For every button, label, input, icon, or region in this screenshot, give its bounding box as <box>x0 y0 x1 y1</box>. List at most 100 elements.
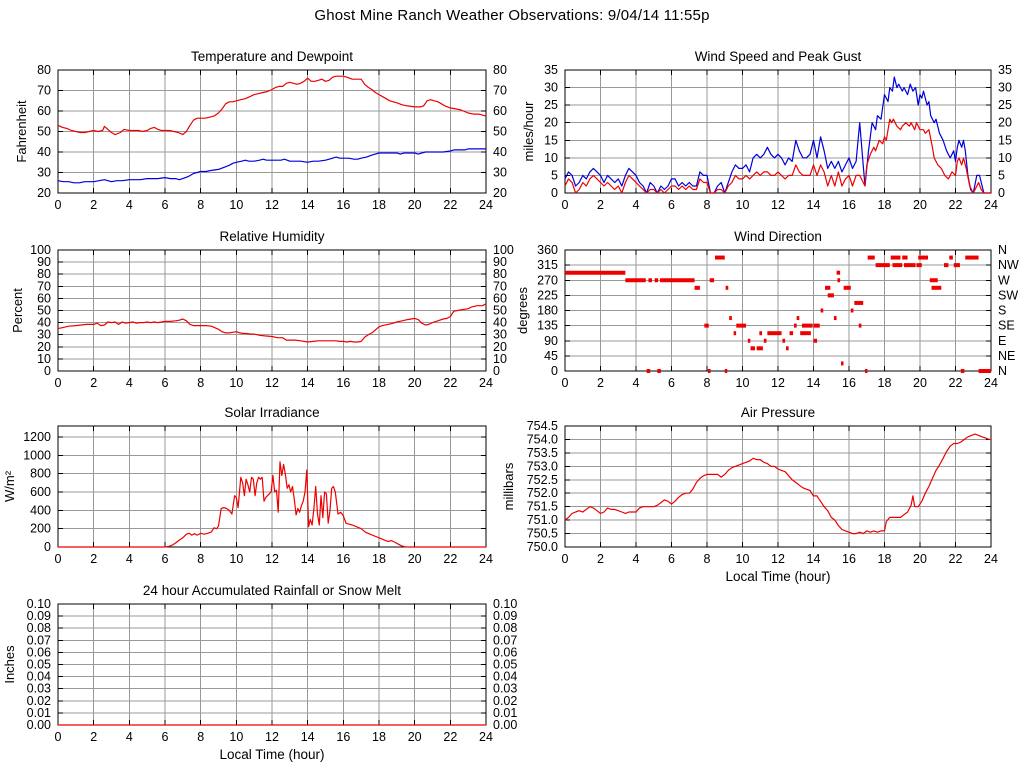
x-tick-label: 2 <box>597 376 604 390</box>
x-tick-label: 14 <box>301 376 315 390</box>
x-tick-label: 10 <box>229 730 243 744</box>
y-tick-label: 0.06 <box>27 645 51 659</box>
x-tick-label: 6 <box>668 552 675 566</box>
y-tick-label-right: 30 <box>493 328 507 342</box>
series-wind-speed <box>564 118 991 194</box>
y-axis-label: W/m² <box>2 470 17 502</box>
y-tick-label: 40 <box>37 145 51 159</box>
x-tick-label: 12 <box>265 376 279 390</box>
y-tick-label-right: 50 <box>493 304 507 318</box>
y-tick-label: 225 <box>537 288 558 302</box>
x-tick-label: 0 <box>562 376 569 390</box>
x-tick-label: 4 <box>633 552 640 566</box>
y-tick-label-right: 80 <box>493 267 507 281</box>
y-tick-label-right: 60 <box>493 104 507 118</box>
y-tick-label-right: 0.01 <box>493 706 517 720</box>
y-tick-label: 90 <box>37 255 51 269</box>
x-tick-label: 22 <box>949 376 963 390</box>
x-tick-label: 12 <box>771 376 785 390</box>
y-tick-label: 750.5 <box>527 527 558 541</box>
x-tick-label: 16 <box>842 198 856 212</box>
y-tick-label: 0.10 <box>27 597 51 611</box>
x-tick-label: 16 <box>336 376 350 390</box>
y-tick-label: 20 <box>37 340 51 354</box>
x-tick-label: 12 <box>265 552 279 566</box>
x-tick-label: 16 <box>842 552 856 566</box>
y-tick-label: 30 <box>544 81 558 95</box>
x-tick-label: 6 <box>162 730 169 744</box>
series-peak-gust <box>564 76 991 194</box>
y-tick-label-right: 50 <box>493 125 507 139</box>
x-tick-label: 4 <box>126 730 133 744</box>
series-solar <box>58 461 486 548</box>
y-tick-label: 90 <box>544 334 558 348</box>
y-tick-label: 45 <box>544 349 558 363</box>
x-tick-label: 16 <box>336 198 350 212</box>
x-tick-label: 16 <box>336 552 350 566</box>
y-tick-label: 400 <box>30 503 51 517</box>
x-tick-label: 22 <box>443 552 457 566</box>
tick-marks <box>57 69 487 194</box>
chart-air-pressure: Air Pressure 750.0750.5751.0751.5752.0752… <box>501 405 998 584</box>
direction-segments <box>565 255 991 373</box>
x-tick-label: 22 <box>443 730 457 744</box>
y-axis-label: miles/hour <box>521 101 536 162</box>
y-tick-label: 800 <box>30 467 51 481</box>
x-tick-label: 22 <box>443 376 457 390</box>
x-tick-label: 12 <box>265 730 279 744</box>
y-tick-label: 270 <box>537 273 558 287</box>
page-title: Ghost Mine Ranch Weather Observations: 9… <box>314 7 710 24</box>
x-tick-label: 24 <box>479 198 493 212</box>
y-tick-label: 35 <box>544 63 558 77</box>
y-tick-label-right: 100 <box>493 243 514 257</box>
y-tick-label: 0.03 <box>27 682 51 696</box>
y-tick-label: 0.04 <box>27 670 51 684</box>
chart-wind-speed-gust: Wind Speed and Peak Gust0510152025303505… <box>521 49 1012 212</box>
y-tick-label: 10 <box>544 151 558 165</box>
series-dewpoint <box>57 148 486 184</box>
tick-marks <box>564 69 992 194</box>
y-tick-label: 25 <box>544 98 558 112</box>
y-tick-label: 754.0 <box>527 432 558 446</box>
y-tick-label-right: N <box>998 243 1007 257</box>
x-tick-label: 12 <box>265 198 279 212</box>
chart-title: 24 hour Accumulated Rainfall or Snow Mel… <box>143 583 401 598</box>
chart-title: Air Pressure <box>741 405 815 420</box>
x-tick-label: 20 <box>408 376 422 390</box>
x-tick-label: 4 <box>126 198 133 212</box>
y-tick-label-right: 0.04 <box>493 670 517 684</box>
y-tick-label-right: 0.05 <box>493 658 517 672</box>
chart-wind-direction: Wind Direction04590135180225270315360NNE… <box>515 229 1019 390</box>
y-tick-label: 20 <box>544 116 558 130</box>
y-tick-label: 754.5 <box>527 419 558 433</box>
x-tick-label: 14 <box>807 552 821 566</box>
y-tick-label: 752.5 <box>527 473 558 487</box>
y-tick-label-right: 40 <box>493 145 507 159</box>
tick-marks <box>57 249 487 372</box>
y-tick-label: 0.01 <box>27 706 51 720</box>
y-tick-label-right: 70 <box>493 279 507 293</box>
y-tick-label: 751.0 <box>527 513 558 527</box>
chart-rainfall: 24 hour Accumulated Rainfall or Snow Mel… <box>2 583 517 762</box>
x-tick-label: 18 <box>372 198 386 212</box>
x-tick-label: 2 <box>597 198 604 212</box>
x-tick-label: 16 <box>842 376 856 390</box>
x-tick-label: 0 <box>562 552 569 566</box>
x-tick-label: 8 <box>197 198 204 212</box>
y-axis-label: degrees <box>515 287 530 334</box>
y-tick-label: 10 <box>37 352 51 366</box>
x-axis-label: Local Time (hour) <box>725 569 830 584</box>
x-tick-label: 12 <box>771 198 785 212</box>
x-tick-label: 18 <box>878 198 892 212</box>
tick-marks <box>564 425 992 548</box>
x-tick-label: 6 <box>162 376 169 390</box>
y-axis-label: Inches <box>2 645 17 684</box>
y-tick-label-right: 30 <box>493 166 507 180</box>
x-tick-label: 0 <box>55 730 62 744</box>
x-tick-label: 24 <box>479 376 493 390</box>
x-tick-label: 24 <box>479 730 493 744</box>
x-tick-label: 22 <box>949 198 963 212</box>
y-tick-label: 0.07 <box>27 633 51 647</box>
y-tick-label-right: E <box>998 334 1006 348</box>
chart-title: Relative Humidity <box>219 229 324 244</box>
